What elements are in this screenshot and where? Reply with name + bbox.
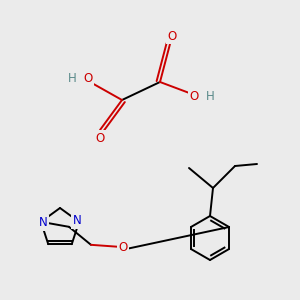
Text: O: O — [189, 89, 199, 103]
Text: H: H — [68, 73, 76, 85]
Text: O: O — [83, 73, 93, 85]
Text: O: O — [118, 241, 127, 254]
Text: N: N — [39, 216, 47, 229]
Text: O: O — [167, 29, 177, 43]
Text: O: O — [95, 131, 105, 145]
Text: H: H — [206, 89, 214, 103]
Text: N: N — [73, 214, 81, 227]
